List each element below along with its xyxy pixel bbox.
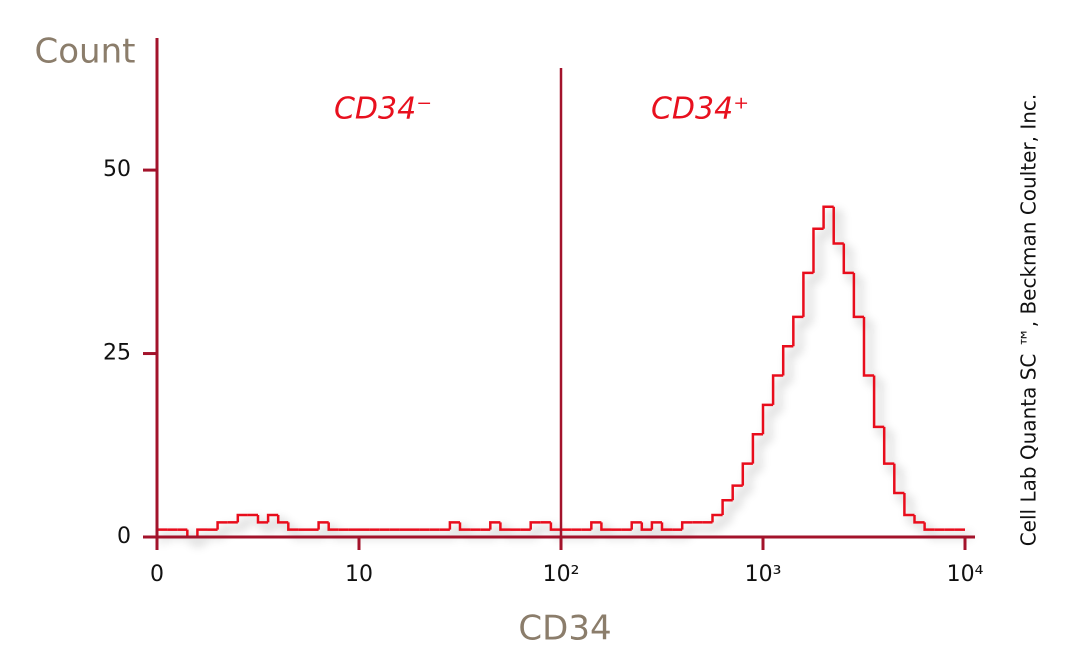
x-tick-label: 0 bbox=[150, 562, 164, 587]
histogram-bin bbox=[216, 521, 228, 530]
histogram-bin bbox=[549, 522, 561, 531]
histogram-bin bbox=[882, 426, 895, 465]
histogram-bin bbox=[842, 243, 854, 275]
histogram-bin bbox=[458, 522, 471, 531]
histogram-bin bbox=[711, 513, 723, 523]
y-axis-label: Count bbox=[35, 32, 136, 72]
histogram-bin bbox=[276, 514, 289, 524]
histogram-bin bbox=[751, 433, 763, 464]
histogram-bin bbox=[781, 344, 794, 376]
histogram-bin bbox=[327, 522, 339, 531]
histogram-bin bbox=[630, 521, 642, 530]
histogram-bin bbox=[489, 521, 501, 530]
histogram-bin bbox=[852, 272, 864, 319]
histogram-bin bbox=[913, 514, 925, 524]
histogram-bin bbox=[832, 206, 844, 245]
histogram-bin bbox=[802, 271, 814, 317]
histogram bbox=[155, 205, 965, 539]
histogram-bin bbox=[923, 522, 935, 531]
annotation: CD34⁻ bbox=[334, 92, 432, 127]
histogram-bin bbox=[721, 499, 733, 515]
histogram-bin bbox=[600, 522, 612, 531]
histogram-bin bbox=[236, 513, 248, 523]
x-axis-label: CD34 bbox=[518, 609, 611, 649]
histogram-bin bbox=[590, 521, 602, 530]
histogram-bin bbox=[872, 375, 885, 429]
y-tick-label: 50 bbox=[103, 157, 131, 182]
x-tick-label: 10⁴ bbox=[947, 562, 984, 587]
histogram-bin bbox=[448, 521, 460, 530]
histogram-bin bbox=[196, 528, 208, 537]
histogram-bin bbox=[287, 522, 299, 531]
histogram-bin bbox=[771, 374, 784, 405]
x-tick-label: 10³ bbox=[745, 562, 782, 587]
y-tick-label: 25 bbox=[103, 341, 131, 366]
histogram-bin bbox=[822, 205, 834, 229]
histogram-bin bbox=[499, 522, 511, 531]
histogram-bin bbox=[317, 521, 329, 530]
histogram-bin bbox=[792, 315, 804, 347]
annotation: CD34⁺ bbox=[651, 92, 749, 127]
histogram-bin bbox=[862, 316, 875, 377]
histogram-bin bbox=[650, 521, 662, 530]
credit: Cell Lab Quanta SC ™, Beckman Coulter, I… bbox=[1017, 94, 1041, 547]
histogram-bin bbox=[266, 513, 279, 523]
histogram-bin bbox=[680, 521, 693, 530]
histogram-bin bbox=[903, 492, 915, 517]
y-tick-label: 0 bbox=[117, 524, 131, 549]
histogram-bin bbox=[761, 403, 774, 435]
histogram-bin bbox=[893, 463, 905, 495]
histogram-bin bbox=[731, 484, 743, 501]
histogram-bin bbox=[529, 521, 541, 530]
histogram-bin bbox=[812, 227, 824, 273]
x-tick-label: 10² bbox=[543, 562, 580, 587]
histogram-bin bbox=[660, 522, 673, 531]
x-tick-label: 10 bbox=[345, 562, 373, 587]
histogram-bin bbox=[741, 462, 753, 486]
histogram-bin bbox=[640, 522, 652, 531]
histogram-bin bbox=[256, 514, 269, 524]
